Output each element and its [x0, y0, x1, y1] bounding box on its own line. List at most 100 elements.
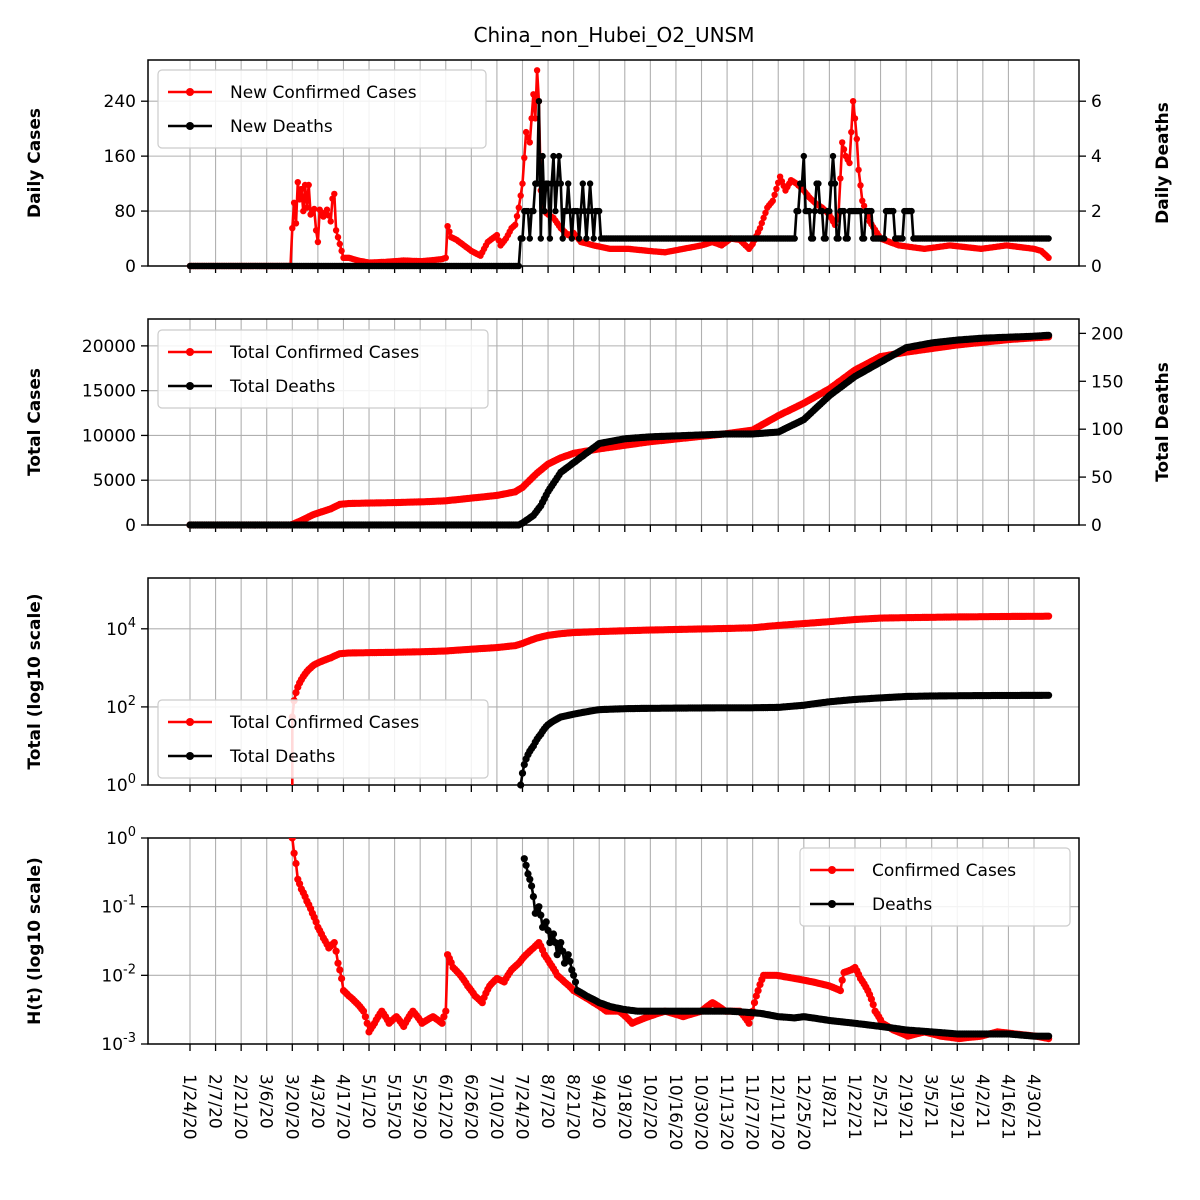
series-new-cases-point — [524, 134, 532, 141]
y-tick-label: 160 — [104, 147, 136, 167]
series-new-deaths-point — [530, 207, 537, 215]
series-new-cases-point — [323, 206, 331, 213]
series-ht-deaths-point — [520, 855, 528, 863]
series-total-deaths-point — [1045, 331, 1053, 339]
y-right-tick-label: 0 — [1091, 516, 1102, 536]
series-new-deaths-point — [579, 180, 586, 187]
x-tick-label: 3/6/20 — [256, 1074, 276, 1129]
series-new-cases-point — [303, 204, 311, 211]
legend-label: Total Confirmed Cases — [229, 343, 419, 363]
series-ht-deaths-point — [571, 978, 580, 986]
series-ht-deaths-point — [542, 918, 550, 926]
series-ht-deaths-point — [528, 882, 536, 890]
series-ht-deaths-point — [566, 957, 574, 965]
x-tick-label: 4/2/21 — [972, 1074, 992, 1129]
x-tick-label: 4/17/20 — [332, 1074, 352, 1140]
legend-marker — [186, 382, 194, 390]
series-new-cases-point — [446, 228, 453, 235]
series-ht-cases-point — [332, 947, 340, 955]
series-new-cases-point — [519, 180, 526, 187]
series-new-deaths-point — [548, 180, 555, 187]
legend-marker — [828, 866, 836, 874]
series-new-cases-point — [290, 199, 298, 206]
y-tick-label: 10-1 — [101, 894, 136, 918]
series-new-cases-point — [859, 197, 866, 204]
series-new-cases-point — [325, 212, 332, 219]
series-new-deaths-point — [829, 152, 837, 160]
series-total-deaths-markers — [186, 331, 1053, 529]
series-new-deaths-point — [568, 235, 575, 242]
y-tick-label: 10-2 — [101, 962, 136, 986]
x-tick-label: 1/24/20 — [179, 1074, 199, 1140]
legend-marker — [186, 718, 194, 726]
legend-label: Total Deaths — [229, 747, 336, 767]
y-tick-label: 100 — [106, 772, 136, 796]
series-ht-cases-point — [359, 1007, 368, 1015]
series-new-deaths-point — [535, 98, 543, 105]
series-new-cases-point — [773, 185, 780, 192]
series-ht-cases-point — [869, 1001, 877, 1009]
legend-marker — [186, 348, 194, 356]
series-ht-deaths-point — [544, 926, 552, 935]
series-new-cases-point — [849, 98, 857, 105]
series-new-deaths-point — [539, 152, 546, 160]
series-ht-cases-point — [838, 976, 846, 984]
series-new-cases-point — [760, 214, 767, 222]
series-ht-cases-point — [290, 849, 298, 857]
series-new-cases-point — [756, 225, 764, 232]
ht-series — [288, 838, 1053, 1043]
series-log-deaths-point — [517, 781, 525, 789]
series-ht-deaths-point — [549, 930, 558, 938]
series-ht-cases-point — [334, 959, 342, 967]
series-log-deaths-markers — [517, 691, 1053, 789]
y-right-tick-label: 2 — [1091, 202, 1102, 222]
series-ht-cases-point — [750, 999, 759, 1007]
x-tick-label: 4/16/21 — [997, 1074, 1017, 1140]
x-tick-label: 3/19/21 — [946, 1074, 966, 1140]
series-new-deaths-point — [800, 152, 807, 160]
series-new-deaths-point — [519, 235, 526, 242]
x-tick-label: 11/13/20 — [716, 1074, 736, 1150]
legend-label: Total Confirmed Cases — [229, 713, 419, 733]
series-new-deaths-point — [806, 207, 813, 215]
series-new-cases-point — [860, 202, 868, 210]
series-new-deaths-point — [1045, 235, 1052, 242]
series-ht-cases-point — [745, 1019, 753, 1027]
x-tick-label: 9/4/20 — [588, 1074, 608, 1129]
y-tick-label: 102 — [106, 694, 136, 718]
x-tick-label: 5/15/20 — [384, 1074, 404, 1140]
series-ht-deaths-point — [535, 903, 543, 911]
series-new-cases-point — [839, 139, 846, 146]
series-ht-cases-point — [361, 1013, 369, 1021]
series-new-cases-point — [327, 218, 334, 225]
y-axis-label: H(t) (log10 scale) — [25, 857, 45, 1025]
series-new-cases-point — [526, 139, 533, 146]
series-new-cases-point — [332, 227, 340, 234]
legend-marker — [186, 752, 194, 760]
series-new-deaths-point — [868, 207, 875, 215]
y-tick-label: 100 — [106, 825, 136, 849]
y-axis-label: Total (log10 scale) — [25, 593, 45, 769]
y-right-tick-label: 6 — [1091, 92, 1102, 112]
series-new-cases-point — [305, 181, 312, 189]
legend-label: Confirmed Cases — [872, 861, 1016, 881]
series-new-cases-point — [311, 205, 318, 213]
y-right-axis-label: Daily Deaths — [1153, 102, 1173, 224]
y-right-tick-label: 150 — [1091, 372, 1123, 392]
series-new-deaths-point — [559, 235, 566, 242]
legend-box — [157, 699, 489, 779]
plot-frame — [147, 318, 1080, 526]
y-axis-label: Total Cases — [25, 368, 45, 476]
y-tick-label: 240 — [104, 92, 136, 112]
series-new-cases-point — [848, 128, 855, 136]
series-new-cases-point — [769, 197, 776, 204]
series-new-cases-point — [334, 234, 342, 241]
series-ht-cases-point — [752, 992, 760, 1000]
y-tick-label: 80 — [114, 202, 136, 222]
series-new-deaths-point — [550, 152, 557, 160]
series-new-deaths-point — [899, 235, 906, 242]
series-new-deaths-point — [546, 235, 554, 242]
series-new-cases-point — [513, 213, 521, 220]
series-new-cases-point — [762, 209, 769, 216]
legend-label: Total Deaths — [229, 377, 336, 397]
